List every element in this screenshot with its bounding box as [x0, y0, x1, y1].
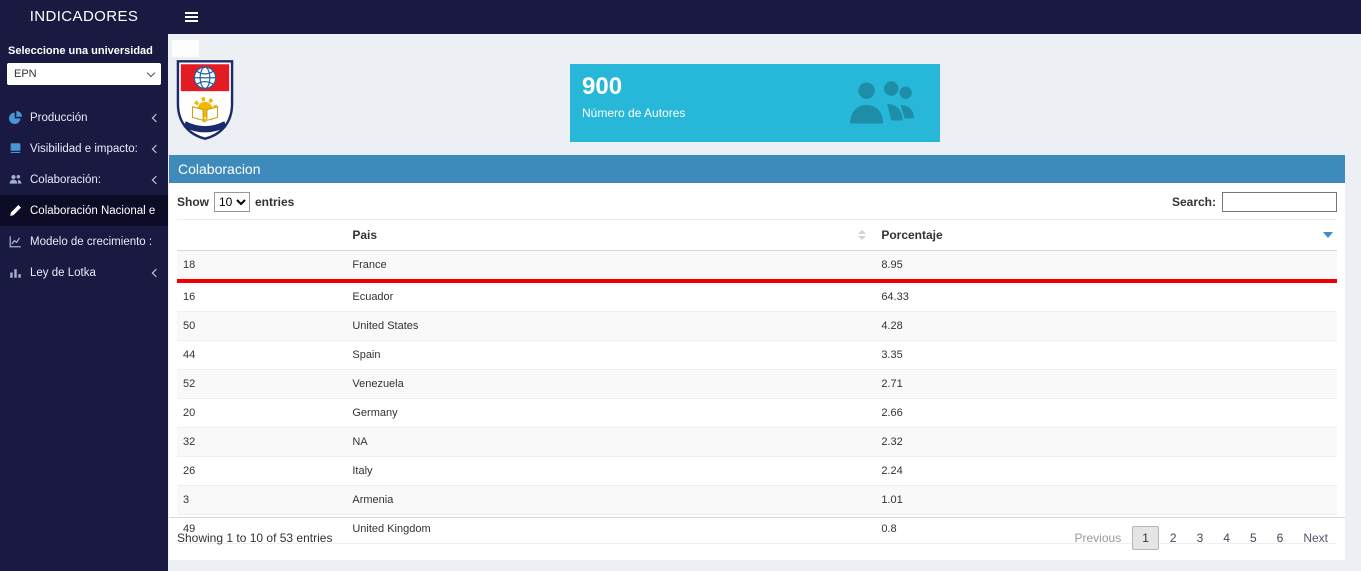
bar-chart-icon [9, 266, 23, 279]
sidebar-item-modelo-crecimiento[interactable]: Modelo de crecimiento : [0, 226, 168, 257]
search-input[interactable] [1222, 192, 1337, 212]
app-title: INDICADORES [29, 8, 139, 25]
sidebar-item-label: Modelo de crecimiento : [30, 235, 153, 248]
line-chart-icon [9, 235, 23, 248]
show-label: Show [177, 195, 209, 209]
pagination-page-2[interactable]: 2 [1169, 531, 1177, 545]
users-icon [9, 173, 23, 186]
pagination-page-1[interactable]: 1 [1132, 526, 1159, 550]
table-controls: Show 10 entries Search: [169, 183, 1345, 217]
book-icon [9, 142, 23, 155]
table-row[interactable]: 50 United States 4.28 [177, 311, 1337, 341]
users-group-icon [844, 77, 918, 129]
authors-label: Número de Autores [582, 105, 686, 120]
sort-desc-icon [1323, 232, 1333, 238]
sort-icon [858, 230, 867, 240]
colaboracion-panel: Colaboracion Show 10 entries Search: [169, 155, 1345, 560]
table-row[interactable]: 49 United Kingdom 0.8 [177, 514, 1337, 544]
university-select[interactable]: EPN [7, 63, 161, 85]
pagination-next[interactable]: Next [1303, 531, 1328, 545]
authors-info-box: 900 Número de Autores [570, 64, 940, 142]
pencil-icon [9, 204, 23, 217]
panel-body: Show 10 entries Search: [169, 183, 1345, 560]
topbar [168, 0, 1361, 34]
university-select-value: EPN [14, 68, 37, 80]
sidebar-item-label: Visibilidad e impacto: [30, 142, 138, 155]
table-header-row: Pais Porcentaje [177, 219, 1337, 251]
pagination-page-4[interactable]: 4 [1223, 531, 1230, 545]
table-row[interactable]: 32 NA 2.32 [177, 427, 1337, 457]
table-row[interactable]: 52 Venezuela 2.71 [177, 369, 1337, 399]
panel-title: Colaboracion [169, 155, 1345, 183]
sidebar-item-visibilidad[interactable]: Visibilidad e impacto: [0, 133, 168, 164]
chevron-left-icon [151, 113, 161, 122]
menu-toggle-button[interactable] [183, 12, 200, 22]
main-content: 900 Número de Autores Colaboracion Show [168, 0, 1361, 571]
hamburger-icon [185, 12, 198, 22]
sidebar-item-label: Colaboración: [30, 173, 101, 186]
sidebar-menu: Producción Visibilidad e impacto: Colabo… [0, 102, 168, 288]
table-footer: Showing 1 to 10 of 53 entries Previous 1… [169, 517, 1345, 560]
sidebar-item-produccion[interactable]: Producción [0, 102, 168, 133]
authors-count: 900 [582, 73, 623, 100]
table-row[interactable]: 3 Armenia 1.01 [177, 485, 1337, 515]
epn-logo [176, 58, 234, 142]
pagination-page-3[interactable]: 3 [1196, 531, 1204, 545]
page-length-select[interactable]: 10 [214, 192, 250, 212]
colaboracion-table: Pais Porcentaje 18 France 8.95 [177, 219, 1337, 544]
pagination-previous[interactable]: Previous [1074, 531, 1122, 545]
sidebar-item-colaboracion[interactable]: Colaboración: [0, 164, 168, 195]
chevron-down-icon [146, 68, 156, 77]
column-header-porcentaje[interactable]: Porcentaje [875, 219, 1337, 251]
sidebar-item-ley-de-lotka[interactable]: Ley de Lotka [0, 257, 168, 288]
pagination: Previous 1 2 3 4 5 6 Next [1064, 526, 1338, 550]
page-length-control: Show 10 entries [177, 192, 294, 212]
sidebar-item-label: Colaboración Nacional e interna [30, 204, 159, 217]
university-select-label: Seleccione una universidad [8, 45, 153, 57]
pie-chart-icon [9, 111, 23, 124]
sidebar-item-colaboracion-nacional[interactable]: Colaboración Nacional e interna [0, 195, 168, 226]
white-chip [172, 40, 199, 57]
column-header-pais[interactable]: Pais [346, 219, 876, 251]
pagination-page-5[interactable]: 5 [1249, 531, 1257, 545]
table-row[interactable]: 20 Germany 2.66 [177, 398, 1337, 428]
chevron-left-icon [151, 144, 161, 153]
search-label: Search: [1171, 195, 1216, 209]
chevron-left-icon [151, 268, 161, 277]
sidebar-item-label: Ley de Lotka [30, 266, 96, 279]
search-control: Search: [1172, 192, 1337, 212]
chevron-left-icon [151, 175, 161, 184]
table-row[interactable]: 16 Ecuador 64.33 [177, 281, 1337, 312]
entries-label: entries [255, 195, 295, 209]
hero-section: 900 Número de Autores [168, 34, 1361, 155]
table-row[interactable]: 44 Spain 3.35 [177, 340, 1337, 370]
sidebar: INDICADORES Seleccione una universidad E… [0, 0, 168, 571]
table-row[interactable]: 18 France 8.95 [177, 250, 1337, 283]
pagination-page-6[interactable]: 6 [1276, 531, 1284, 545]
column-header-id[interactable] [177, 219, 347, 251]
entries-summary: Showing 1 to 10 of 53 entries [177, 531, 333, 545]
sidebar-item-label: Producción [30, 111, 88, 124]
table-row[interactable]: 26 Italy 2.24 [177, 456, 1337, 486]
